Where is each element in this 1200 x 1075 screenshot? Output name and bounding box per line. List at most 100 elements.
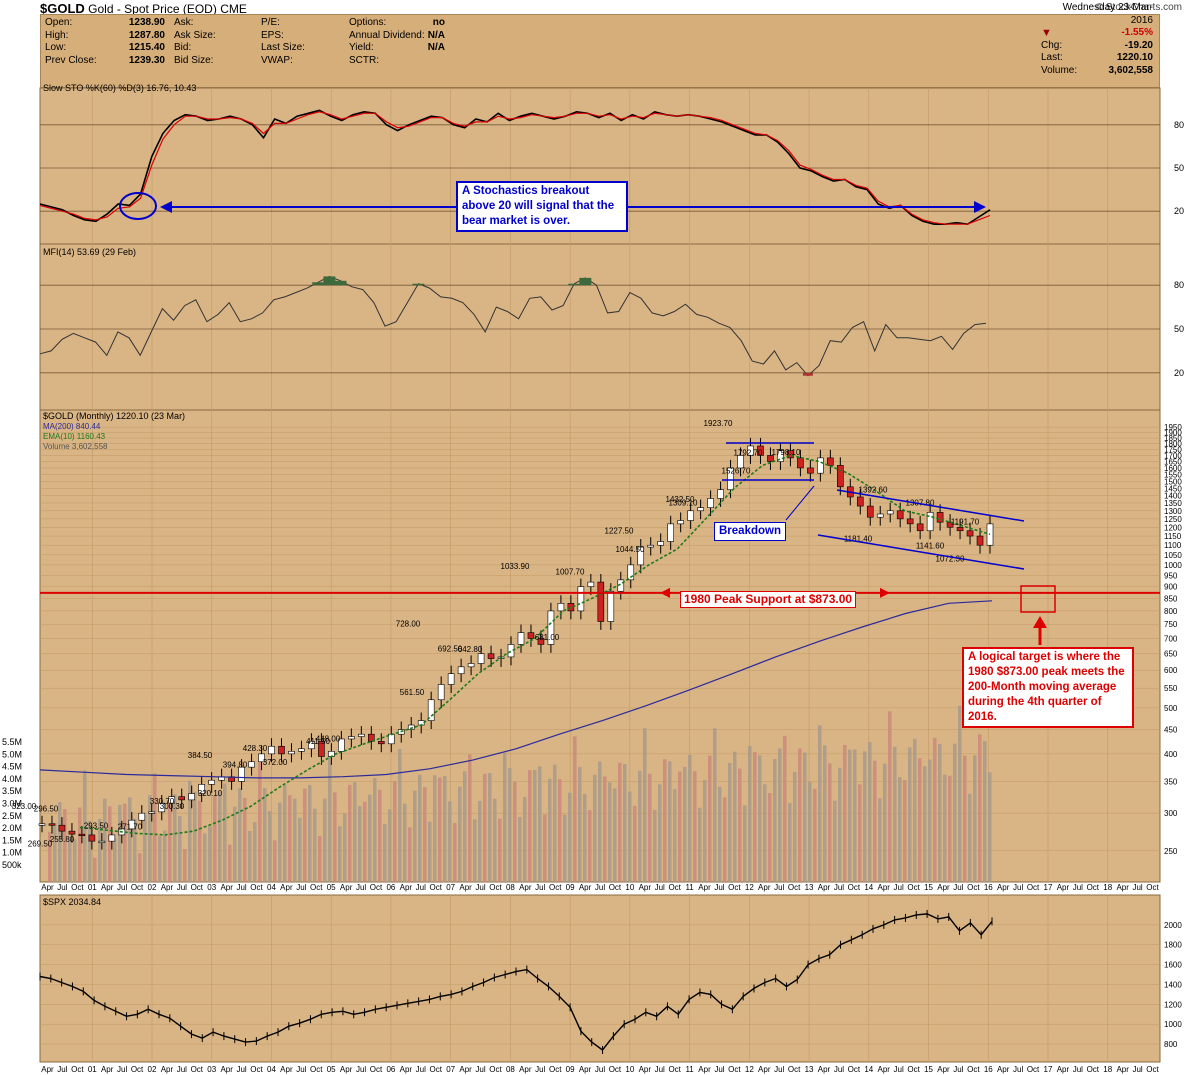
volume-bar: [673, 789, 677, 882]
volume-bar: [433, 775, 437, 882]
price-label: 728.00: [396, 619, 421, 628]
high-label: High:: [45, 29, 69, 41]
x-tick-label: Oct: [370, 883, 383, 892]
x-tick-label: 14: [864, 883, 873, 892]
mfi-tick-label: 80: [1174, 280, 1184, 290]
price-label: 428.30: [243, 744, 268, 753]
volume-bar: [428, 821, 432, 882]
x-tick-label: Jul: [475, 883, 485, 892]
volume-bar: [83, 770, 87, 882]
x-tick-label: Apr: [937, 1065, 950, 1074]
price-tick-label: 1350: [1164, 499, 1182, 508]
x-tick-label: Oct: [907, 1065, 920, 1074]
candle-body: [437, 684, 445, 701]
x-tick-label: 10: [625, 883, 634, 892]
price-label: 1227.50: [605, 527, 634, 536]
volume-bar: [753, 752, 757, 882]
x-tick-label: Jul: [714, 1065, 724, 1074]
pe-label: P/E:: [261, 17, 280, 28]
volume-axis-label: 2.5M: [2, 811, 22, 821]
x-tick-label: 01: [88, 883, 97, 892]
price-label: 1392.60: [859, 486, 888, 495]
x-tick-label: Jul: [894, 1065, 904, 1074]
candle-body: [308, 741, 315, 750]
volume-bar: [963, 755, 967, 882]
volume-bar: [748, 746, 752, 882]
x-tick-label: 04: [267, 1065, 276, 1074]
legend-ema10: EMA(10) 1160.43: [43, 432, 106, 441]
volume-bar: [123, 803, 127, 882]
x-tick-label: Oct: [609, 1065, 622, 1074]
candle-body: [866, 505, 874, 518]
x-tick-label: Jul: [535, 1065, 545, 1074]
x-tick-label: 12: [745, 883, 754, 892]
x-tick-label: Apr: [280, 1065, 293, 1074]
candle-body: [667, 523, 674, 542]
last-size-label: Last Size:: [261, 42, 305, 53]
bid-label: Bid:: [174, 42, 192, 53]
price-tick-label: 250: [1164, 847, 1178, 856]
x-tick-label: Jul: [834, 883, 844, 892]
x-tick-label: Oct: [370, 1065, 383, 1074]
candle-body: [447, 673, 455, 685]
volume-bar: [543, 814, 547, 882]
candle-body: [677, 520, 684, 525]
price-tick-label: 1750: [1164, 445, 1182, 454]
ask-size-label: Ask Size:: [174, 29, 216, 41]
x-tick-label: 14: [864, 1065, 873, 1074]
volume-bar: [648, 773, 652, 882]
candle-body: [168, 796, 176, 804]
volume-bar: [923, 766, 927, 882]
price-tick-label: 1050: [1164, 551, 1182, 560]
volume-bar: [283, 784, 287, 882]
price-label: 293.50: [84, 822, 109, 831]
volume-bar: [488, 772, 492, 882]
candle-body: [896, 510, 904, 520]
candle-body: [258, 753, 265, 763]
volume-bar: [423, 787, 427, 882]
volume-bar: [273, 840, 277, 882]
x-tick-label: 10: [625, 1065, 634, 1074]
volume-bar: [818, 725, 822, 882]
price-tick-label: 1850: [1164, 434, 1182, 443]
volume-bar: [293, 798, 297, 882]
volume-bar: [338, 826, 342, 882]
volume-bar: [568, 792, 572, 882]
mfi-overbought-fill: [412, 283, 425, 286]
price-tick-label: 1400: [1164, 491, 1182, 500]
price-label: 384.50: [188, 751, 213, 760]
x-tick-label: Oct: [131, 1065, 144, 1074]
price-tick-label: 1300: [1164, 507, 1182, 516]
x-tick-label: 09: [566, 883, 575, 892]
x-tick-label: 08: [506, 883, 515, 892]
mfi-title: MFI(14) 53.69 (29 Feb): [43, 247, 136, 257]
candle-body: [78, 833, 86, 836]
vwap-label: VWAP:: [261, 54, 293, 66]
volume-bar: [708, 755, 712, 882]
volume-bar: [408, 827, 412, 882]
volume-bar: [803, 752, 807, 882]
x-tick-label: Jul: [117, 1065, 127, 1074]
volume-bar: [928, 759, 932, 882]
price-label: 330.70: [150, 797, 175, 806]
x-tick-label: Apr: [161, 883, 174, 892]
volume-bar: [883, 763, 887, 882]
candle-body: [467, 663, 475, 668]
x-tick-label: Jul: [236, 1065, 246, 1074]
volume-bar: [63, 809, 67, 882]
x-tick-label: 17: [1044, 883, 1053, 892]
candle-body: [886, 510, 894, 515]
x-tick-label: Apr: [459, 1065, 472, 1074]
x-tick-label: Apr: [101, 883, 114, 892]
volume-axis-label: 4.5M: [2, 762, 22, 772]
volume-bar: [663, 759, 667, 882]
candle-body: [727, 467, 734, 490]
x-tick-label: Jul: [1013, 883, 1023, 892]
price-tick-label: 1950: [1164, 423, 1182, 432]
candle-body: [507, 644, 515, 658]
x-tick-label: Apr: [758, 1065, 771, 1074]
candle-body: [986, 523, 994, 546]
volume-bar: [523, 796, 527, 882]
price-label: 1191.70: [951, 518, 980, 527]
x-tick-label: Jul: [655, 1065, 665, 1074]
